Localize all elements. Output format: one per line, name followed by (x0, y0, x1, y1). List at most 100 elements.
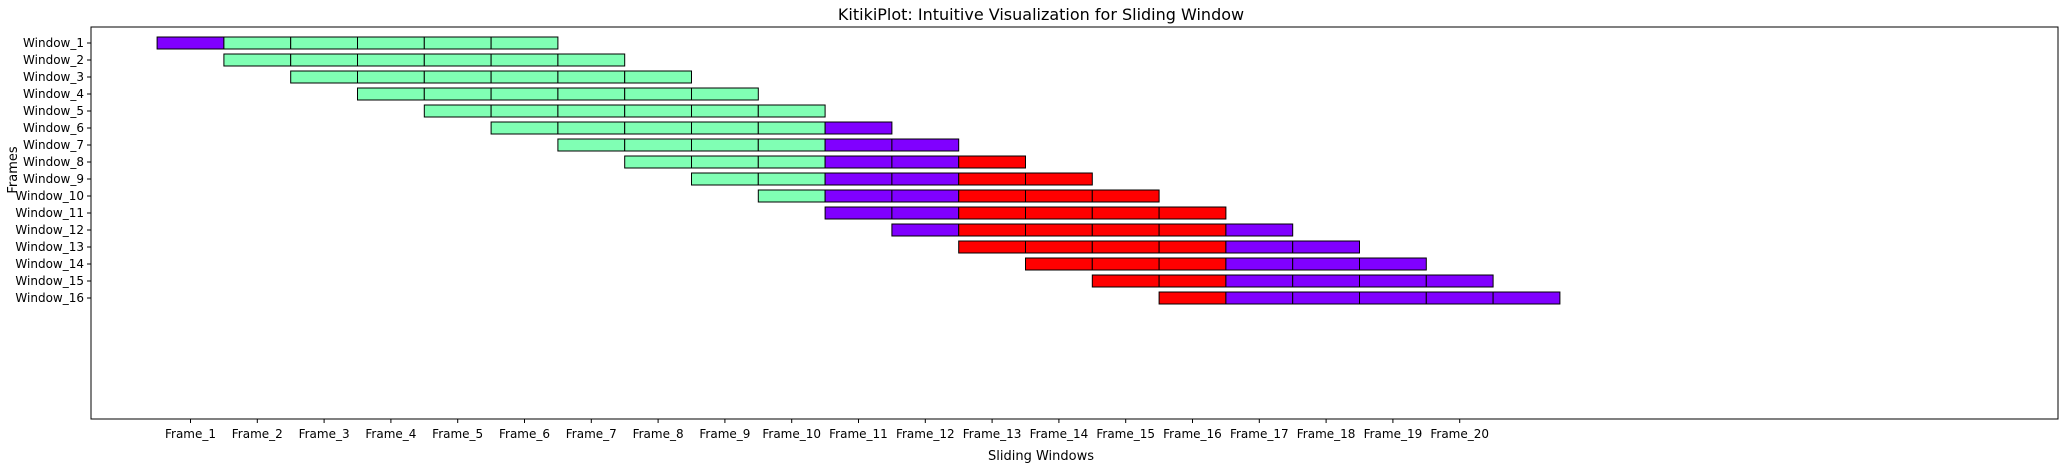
bar-cell (357, 36, 425, 50)
bar-cell (156, 36, 225, 50)
bar-cell (1091, 223, 1160, 237)
bar-cell (958, 155, 1027, 169)
bar-cell (958, 223, 1027, 237)
y-tick-label: Window_1 (23, 36, 84, 50)
bar-cell (557, 138, 626, 152)
bar-cell (958, 172, 1027, 186)
bar-cell (1158, 257, 1227, 271)
chart-title: KitikiPlot: Intuitive Visualization for … (838, 5, 1244, 24)
x-tick-label: Frame_3 (299, 427, 350, 441)
bar-cell (624, 87, 693, 101)
y-tick-label: Window_6 (23, 121, 84, 135)
bar-cell (1091, 240, 1160, 254)
y-tick-label: Window_5 (23, 104, 84, 118)
bar-cell (691, 121, 759, 135)
bar-cell (891, 189, 960, 203)
x-tick-label: Frame_14 (1030, 427, 1089, 441)
bar-cell (1025, 189, 1093, 203)
bar-cell (691, 87, 759, 101)
bar-cell (1025, 172, 1093, 186)
bar-cell (1091, 206, 1160, 220)
bar-cell (1492, 291, 1561, 305)
x-tick-label: Frame_12 (896, 427, 955, 441)
bar-cell (1158, 223, 1227, 237)
y-tick-label: Window_8 (23, 155, 84, 169)
bar-cell (557, 53, 626, 67)
y-tick-label: Window_7 (23, 138, 84, 152)
bar-cell (891, 138, 960, 152)
bar-cell (490, 121, 559, 135)
bar-cell (824, 155, 893, 169)
bar-cell (490, 104, 559, 118)
x-tick-label: Frame_7 (566, 427, 617, 441)
bar-cell (1025, 257, 1093, 271)
bar-cell (691, 172, 759, 186)
bar-cell (557, 104, 626, 118)
bar-cell (1225, 257, 1294, 271)
bar-cell (624, 104, 693, 118)
bar-cell (423, 87, 492, 101)
bar-cell (958, 189, 1027, 203)
bar-cell (357, 53, 425, 67)
bar-cell (824, 172, 893, 186)
y-tick-label: Window_4 (23, 87, 84, 101)
bar-cell (624, 138, 693, 152)
x-tick-label: Frame_18 (1297, 427, 1356, 441)
bar-cell (691, 104, 759, 118)
x-axis: Frame_1 Frame_2 Frame_3 Frame_4 Frame_5 Frame… (165, 419, 1489, 441)
x-tick-label: Frame_5 (432, 427, 483, 441)
bar-cell (1425, 291, 1494, 305)
bar-cell (824, 206, 893, 220)
bar-cell (1292, 257, 1360, 271)
x-tick-label: Frame_20 (1430, 427, 1489, 441)
bar-cell (423, 53, 492, 67)
bar-cell (757, 121, 826, 135)
bar-cell (958, 206, 1027, 220)
y-tick-label: Window_11 (15, 206, 84, 220)
y-axis: Window_1 Window_2 Window_3 Window_4 Window_5… (15, 36, 91, 305)
x-tick-label: Frame_1 (165, 427, 216, 441)
bar-cell (1025, 240, 1093, 254)
bar-cell (1025, 223, 1093, 237)
bar-cell (423, 104, 492, 118)
y-axis-label: Frames (6, 146, 21, 194)
x-tick-label: Frame_2 (232, 427, 283, 441)
y-tick-label: Window_15 (15, 274, 84, 288)
bar-cell (490, 53, 559, 67)
bar-cell (1091, 274, 1160, 288)
bar-cell (624, 155, 693, 169)
bar-cell (490, 36, 559, 50)
bar-cell (891, 155, 960, 169)
x-tick-label: Frame_8 (633, 427, 684, 441)
y-tick-label: Window_14 (15, 257, 84, 271)
bar-cell (757, 155, 826, 169)
x-tick-label: Frame_17 (1230, 427, 1289, 441)
bar-cell (624, 121, 693, 135)
bar-cell (290, 36, 359, 50)
bar-cell (223, 36, 292, 50)
bar-cell (1225, 240, 1294, 254)
bar-cell (1359, 274, 1427, 288)
bar-cell (490, 70, 559, 84)
bar-cell (557, 121, 626, 135)
bar-cell (757, 189, 826, 203)
y-tick-label: Window_10 (15, 189, 84, 203)
bar-cell (891, 206, 960, 220)
x-tick-label: Frame_9 (699, 427, 750, 441)
bar-cell (1091, 257, 1160, 271)
x-tick-label: Frame_15 (1096, 427, 1155, 441)
bar-cell (1425, 274, 1494, 288)
y-tick-label: Window_16 (15, 291, 84, 305)
bar-cell (824, 121, 893, 135)
bar-cell (290, 70, 359, 84)
bar-cell (757, 104, 826, 118)
bar-cell (757, 138, 826, 152)
x-tick-label: Frame_10 (762, 427, 821, 441)
bar-cell (1158, 206, 1227, 220)
x-tick-label: Frame_11 (829, 427, 888, 441)
bar-cell (757, 172, 826, 186)
bars-layer (156, 36, 1561, 305)
bar-cell (958, 240, 1027, 254)
y-tick-label: Window_9 (23, 172, 84, 186)
bar-cell (557, 70, 626, 84)
